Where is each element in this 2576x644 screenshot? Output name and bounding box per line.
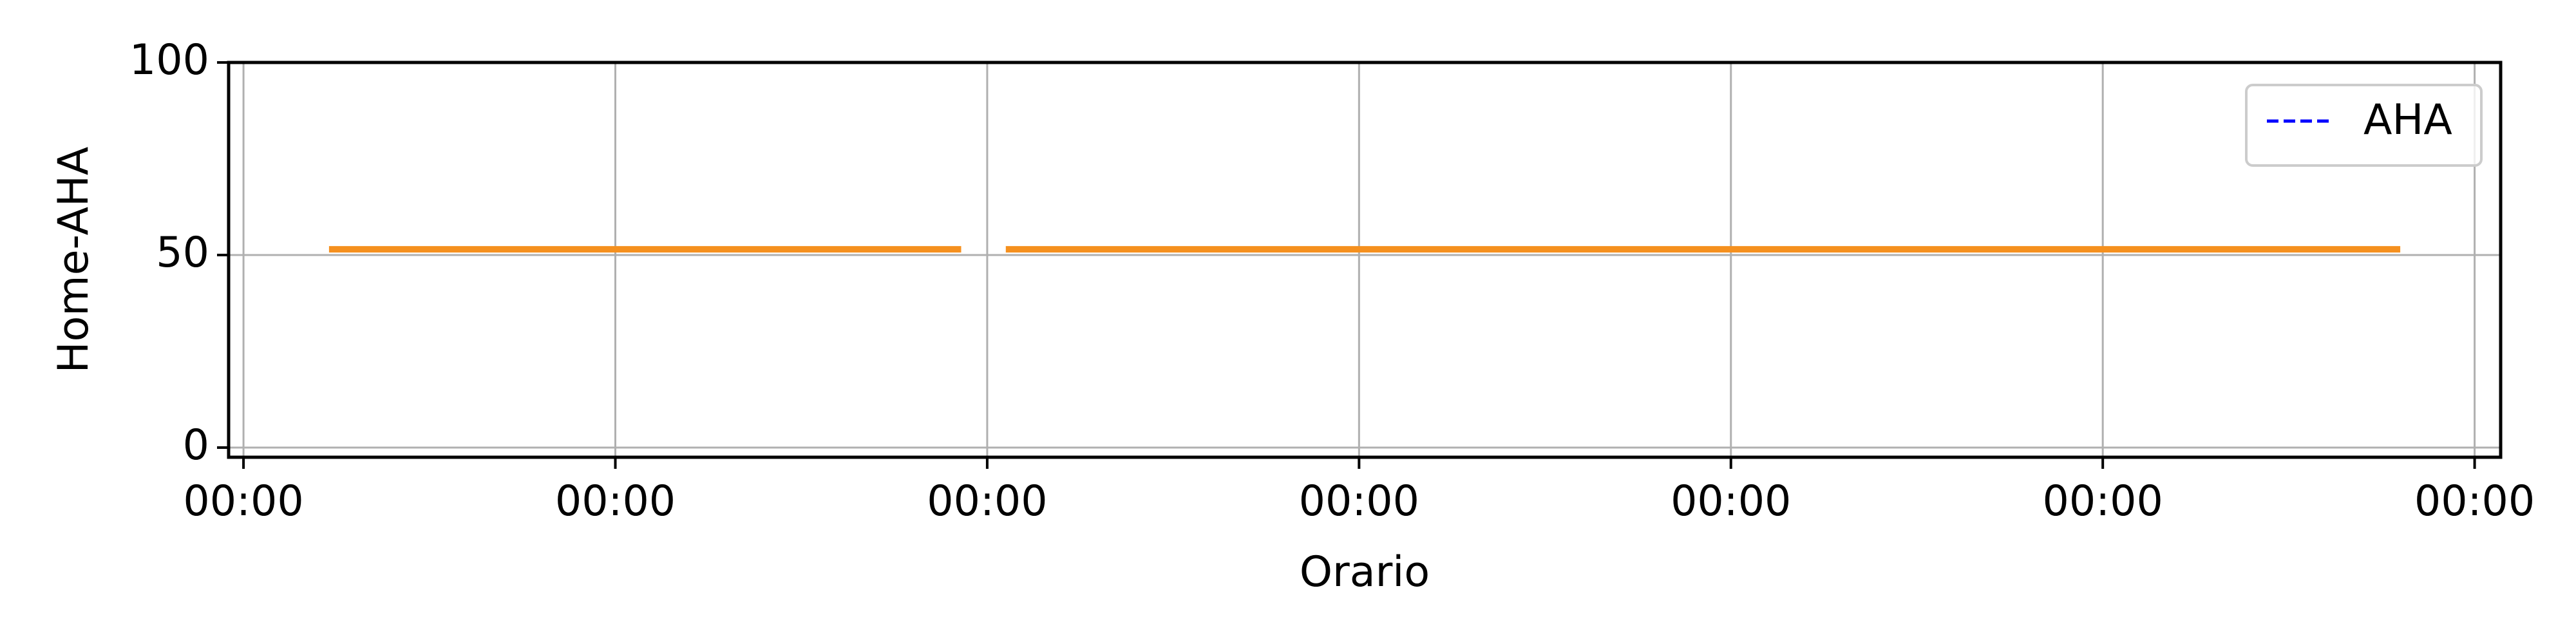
legend: AHA [2245,84,2483,167]
x-tick-label-6: 00:00 [2414,477,2535,526]
x-tick-label-1: 00:00 [555,477,676,526]
y-axis-label: Home-AHA [50,147,98,374]
x-axis-label: Orario [1300,548,1430,596]
legend-label-aha: AHA [2363,96,2452,144]
legend-box [2245,84,2483,167]
y-tick-label-1: 50 [156,229,209,277]
x-tick-label-3: 00:00 [1299,477,1419,526]
x-tick-label-2: 00:00 [927,477,1047,526]
plot-frame [227,61,2503,459]
x-tick-label-5: 00:00 [2043,477,2163,526]
y-tick-label-2: 100 [129,36,209,84]
x-tick-label-4: 00:00 [1671,477,1791,526]
y-tick-label-0: 0 [183,421,209,469]
axes-layer [227,61,2503,459]
tick-layer: 0 50 100 00:00 00:00 00:00 00:00 00:00 00:00 00:0… [129,36,2535,526]
x-tick-label-0: 00:00 [183,477,303,526]
